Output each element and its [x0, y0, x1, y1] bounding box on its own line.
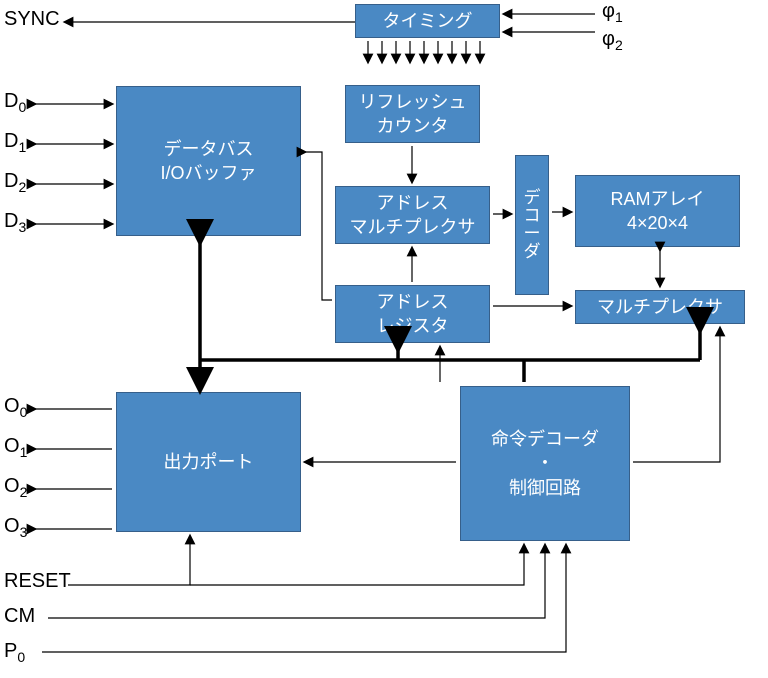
- databus-block: データバスI/Oバッファ: [116, 86, 301, 236]
- pin-sync: SYNC: [4, 8, 60, 31]
- addr-reg-label: アドレスレジスタ: [377, 290, 449, 339]
- pin-φ1: φ1: [602, 0, 623, 25]
- ram-array-block: RAMアレイ4×20×4: [575, 175, 740, 247]
- pin-cm: CM: [4, 605, 35, 628]
- output-port-label: 出力ポート: [164, 450, 254, 474]
- pin-d0: D0: [4, 90, 26, 115]
- timing-label: タイミング: [383, 9, 473, 33]
- ram-array-label: RAMアレイ4×20×4: [611, 187, 705, 236]
- pin-o0: O0: [4, 395, 27, 420]
- pin-reset: RESET: [4, 570, 71, 593]
- decoder-block: デコーダ: [515, 155, 549, 295]
- pin-o3: O3: [4, 515, 27, 540]
- pin-d2: D2: [4, 170, 26, 195]
- timing-block: タイミング: [355, 4, 500, 38]
- inst-decoder-label: 命令デコーダ・制御回路: [491, 427, 599, 500]
- mux-label: マルチプレクサ: [597, 295, 723, 319]
- pin-o2: O2: [4, 475, 27, 500]
- inst-decoder-block: 命令デコーダ・制御回路: [460, 386, 630, 541]
- pin-p0: P0: [4, 640, 25, 665]
- addr-reg-block: アドレスレジスタ: [335, 285, 490, 343]
- databus-label: データバスI/Oバッファ: [160, 137, 256, 186]
- addr-mux-label: アドレスマルチプレクサ: [350, 191, 476, 240]
- pin-o1: O1: [4, 435, 27, 460]
- refresh-label: リフレッシュカウンタ: [359, 90, 467, 139]
- addr-mux-block: アドレスマルチプレクサ: [335, 186, 490, 244]
- decoder-label: デコーダ: [524, 189, 541, 260]
- output-port-block: 出力ポート: [116, 392, 301, 532]
- pin-φ2: φ2: [602, 28, 623, 53]
- pin-d3: D3: [4, 210, 26, 235]
- refresh-block: リフレッシュカウンタ: [345, 85, 480, 143]
- pin-d1: D1: [4, 130, 26, 155]
- mux-block: マルチプレクサ: [575, 290, 745, 324]
